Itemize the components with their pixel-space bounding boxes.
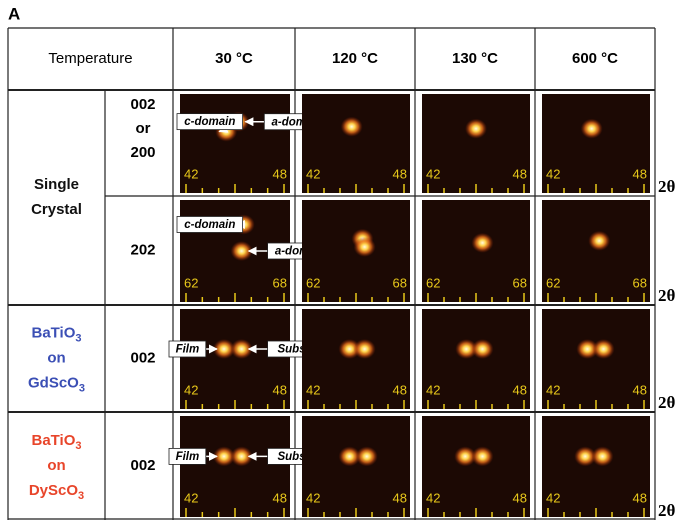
image-tick-label: 42 <box>426 166 440 181</box>
image-tick-label: 48 <box>393 382 407 397</box>
sample-label: BaTiO3 <box>31 432 81 452</box>
annotation-label: Film <box>176 344 200 356</box>
panel-label: A <box>8 4 20 23</box>
image-tick-label: 48 <box>273 490 287 505</box>
image-tick-label: 42 <box>426 382 440 397</box>
diffraction-spot <box>581 119 603 139</box>
annotation-label: c-domain <box>184 116 235 128</box>
image-tick-label: 68 <box>513 275 527 290</box>
axis-label: 2θ <box>658 393 676 412</box>
sample-label: on <box>47 349 65 366</box>
header-column: 130 °C <box>452 50 498 67</box>
header-temperature: Temperature <box>48 50 132 67</box>
diffraction-spot <box>591 446 613 466</box>
image-tick-label: 48 <box>513 166 527 181</box>
reflection-label: or <box>136 120 151 137</box>
image-tick-label: 62 <box>426 275 440 290</box>
image-tick-label: 62 <box>546 275 560 290</box>
image-tick-label: 42 <box>546 382 560 397</box>
image-tick-label: 42 <box>426 490 440 505</box>
header-column: 600 °C <box>572 50 618 67</box>
sample-label-main: DyScO <box>29 482 79 499</box>
sample-label-main: BaTiO <box>31 432 75 449</box>
sample-label: Single <box>34 176 79 193</box>
axis-label: 2θ <box>658 286 676 305</box>
annotation-label: Film <box>176 451 200 463</box>
image-tick-label: 48 <box>633 382 647 397</box>
reflection-label: 202 <box>130 241 155 258</box>
sample-label-sub: 3 <box>79 382 85 394</box>
reflection-label: 002 <box>130 96 155 113</box>
image-tick-label: 42 <box>546 490 560 505</box>
diffraction-spot <box>471 446 493 466</box>
diffraction-spot <box>354 339 376 359</box>
image-tick-label: 42 <box>184 382 198 397</box>
image-tick-label: 48 <box>513 382 527 397</box>
image-tick-label: 68 <box>633 275 647 290</box>
image-tick-label: 42 <box>306 166 320 181</box>
reflection-label: 002 <box>130 349 155 366</box>
sample-label: BaTiO3 <box>31 324 81 344</box>
image-tick-label: 42 <box>184 490 198 505</box>
image-tick-label: 48 <box>273 382 287 397</box>
axis-label: 2θ <box>658 501 676 520</box>
sample-label-sub: 3 <box>78 490 84 502</box>
image-tick-label: 48 <box>633 490 647 505</box>
image-tick-label: 48 <box>633 166 647 181</box>
figure: A Temperature 30 °C 120 °C 130 °C 600 °C Sing… <box>0 0 682 520</box>
diffraction-spot <box>341 117 363 137</box>
diffraction-spot <box>354 237 376 257</box>
image-tick-label: 68 <box>393 275 407 290</box>
sample-label-main: GdScO <box>28 374 79 391</box>
sample-label-sub: 3 <box>75 440 81 452</box>
sample-label: DyScO3 <box>29 482 84 502</box>
sample-label-main: BaTiO <box>31 324 75 341</box>
image-tick-label: 68 <box>273 275 287 290</box>
image-tick-label: 48 <box>393 166 407 181</box>
diffraction-spot <box>471 233 493 253</box>
image-tick-label: 48 <box>513 490 527 505</box>
sample-label-sub: 3 <box>75 332 81 344</box>
reflection-label: 200 <box>130 144 155 161</box>
sample-label: on <box>47 457 65 474</box>
image-tick-label: 42 <box>546 166 560 181</box>
sample-label: GdScO3 <box>28 374 85 394</box>
header-column: 30 °C <box>215 50 253 67</box>
image-tick-label: 62 <box>184 275 198 290</box>
image-tick-label: 48 <box>393 490 407 505</box>
diffraction-spot <box>588 231 610 251</box>
image-tick-label: 48 <box>273 166 287 181</box>
header-column: 120 °C <box>332 50 378 67</box>
reflection-label: 002 <box>130 457 155 474</box>
image-tick-label: 42 <box>306 490 320 505</box>
diffraction-spot <box>465 119 487 139</box>
diffraction-spot <box>356 446 378 466</box>
axis-label: 2θ <box>658 177 676 196</box>
image-tick-label: 42 <box>306 382 320 397</box>
diffraction-spot <box>471 339 493 359</box>
image-tick-label: 62 <box>306 275 320 290</box>
image-tick-label: 42 <box>184 166 198 181</box>
sample-label: Crystal <box>31 201 82 218</box>
annotation-label: c-domain <box>184 219 235 231</box>
diffraction-spot <box>593 339 615 359</box>
